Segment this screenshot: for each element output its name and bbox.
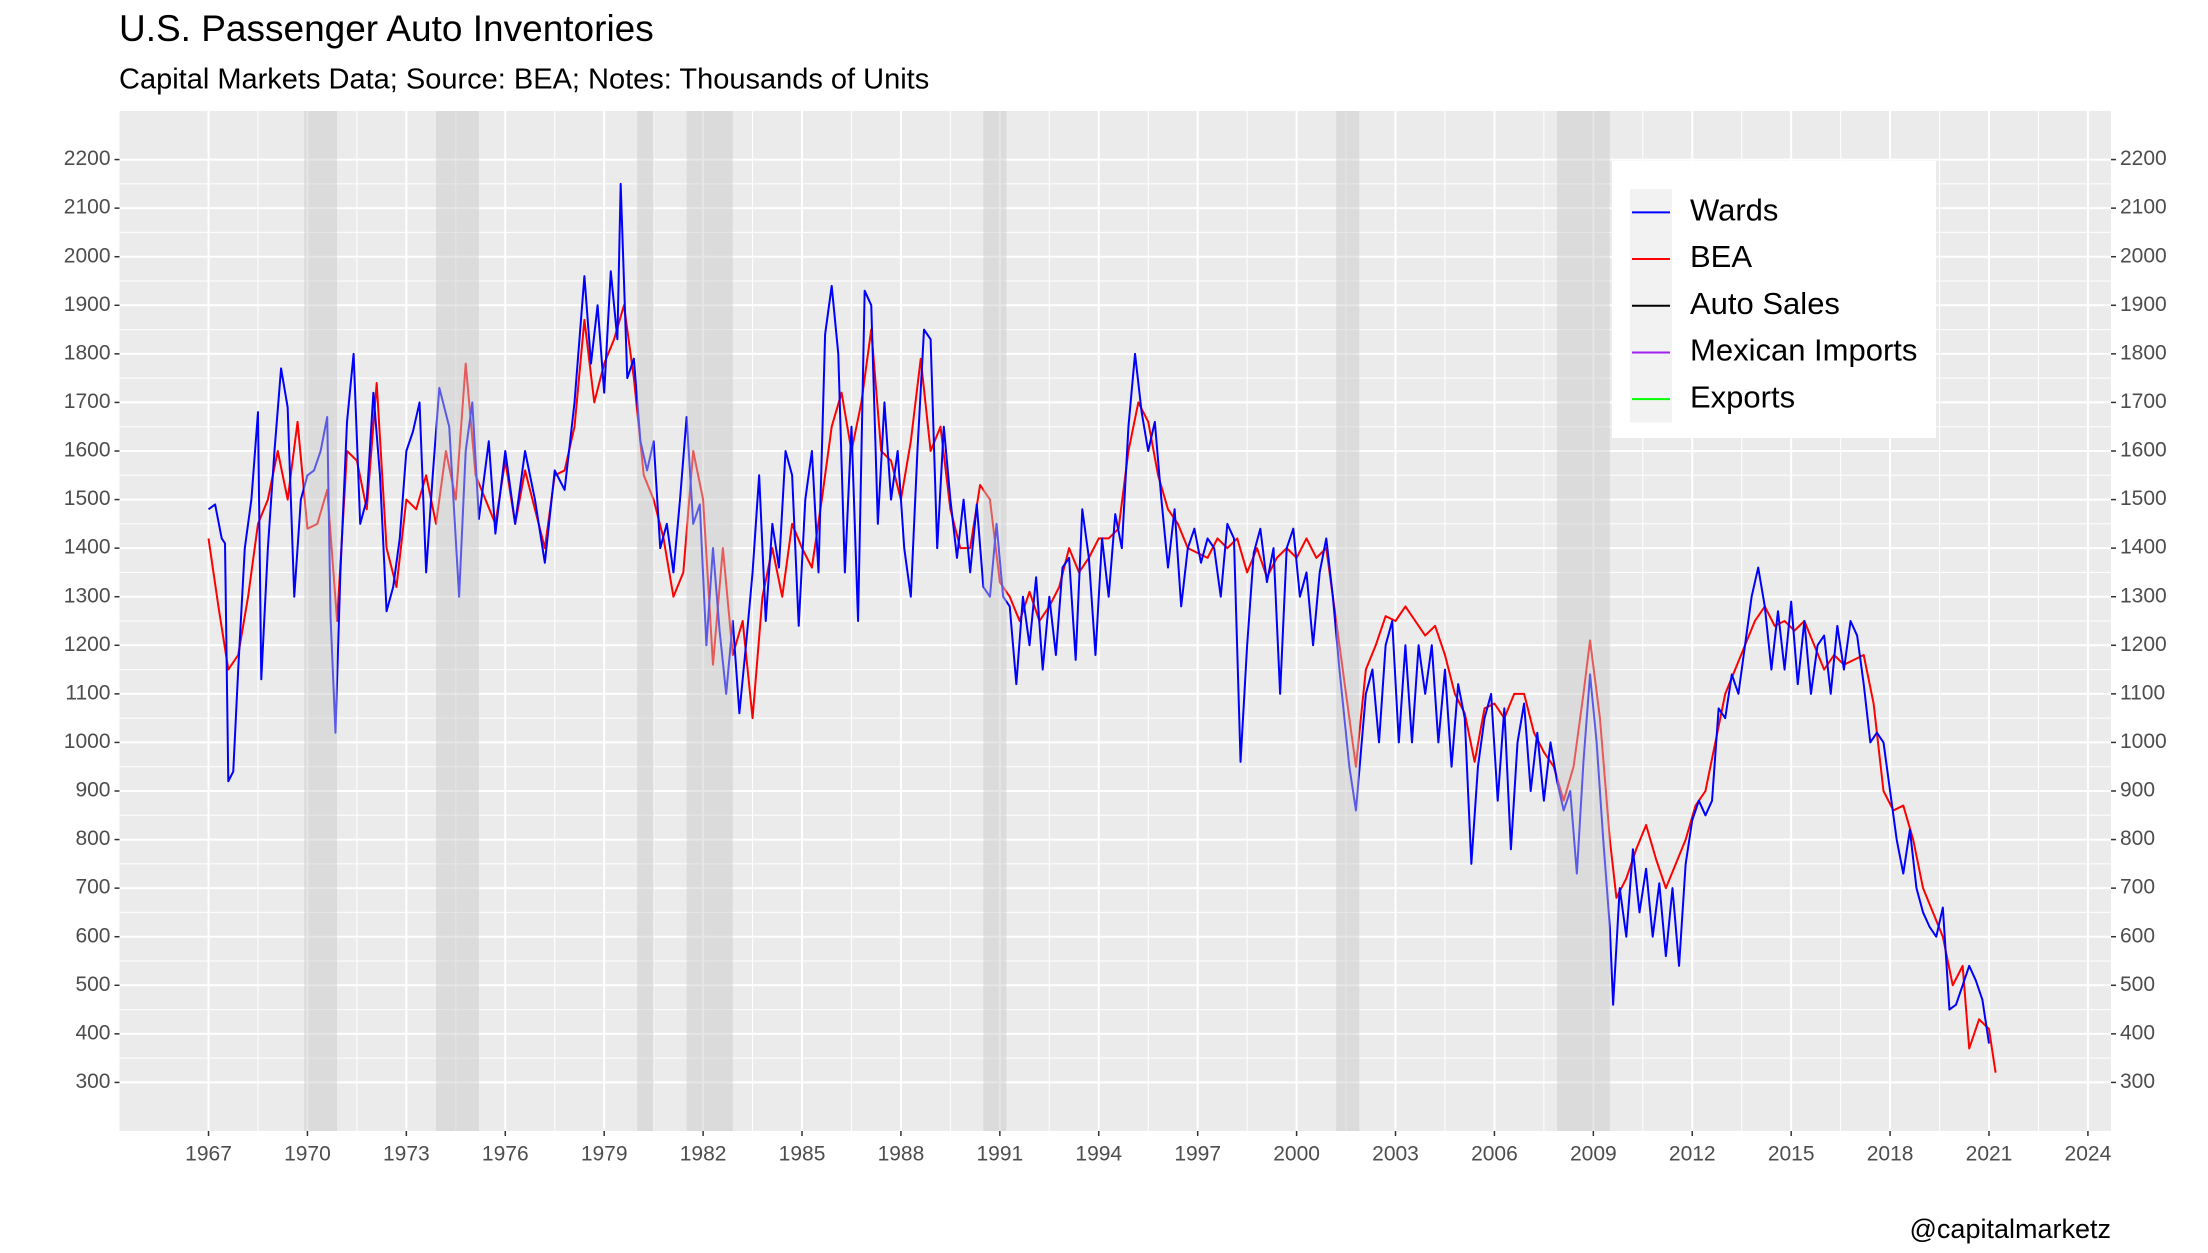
legend-label: BEA: [1690, 239, 1752, 274]
y-tick-label: 400: [75, 1021, 110, 1044]
legend-label: Auto Sales: [1690, 286, 1840, 321]
x-tick-label: 2000: [1273, 1143, 1320, 1166]
x-tick-label: 2003: [1372, 1143, 1419, 1166]
recession-band: [1557, 111, 1610, 1131]
recession-band: [1336, 111, 1360, 1131]
y-tick-label: 500: [75, 973, 110, 996]
y-tick-label: 1600: [64, 439, 111, 462]
y2-tick-label: 1600: [2120, 439, 2167, 462]
y-tick-label: 2100: [64, 196, 111, 219]
y2-tick-label: 1900: [2120, 293, 2167, 316]
y-tick-label: 2200: [64, 147, 111, 170]
legend-label: Mexican Imports: [1690, 333, 1917, 368]
x-tick-label: 1979: [581, 1143, 628, 1166]
legend-label: Exports: [1690, 379, 1795, 414]
x-tick-label: 2021: [1966, 1143, 2013, 1166]
y-tick-label: 2000: [64, 244, 111, 267]
y-tick-label: 1900: [64, 293, 111, 316]
recession-band: [436, 111, 479, 1131]
y2-tick-label: 900: [2120, 779, 2155, 802]
x-tick-label: 1973: [383, 1143, 430, 1166]
y2-tick-label: 400: [2120, 1021, 2155, 1044]
y2-tick-label: 500: [2120, 973, 2155, 996]
x-tick-label: 1976: [482, 1143, 529, 1166]
x-tick-label: 1994: [1075, 1143, 1122, 1166]
caption: @capitalmarketz: [1910, 1214, 2111, 1244]
y2-tick-label: 1200: [2120, 633, 2167, 656]
y2-tick-label: 2000: [2120, 244, 2167, 267]
y2-tick-label: 600: [2120, 924, 2155, 947]
x-tick-label: 1997: [1174, 1143, 1221, 1166]
y2-tick-label: 1700: [2120, 390, 2167, 413]
recession-band: [686, 111, 733, 1131]
chart-subtitle: Capital Markets Data; Source: BEA; Notes…: [119, 64, 929, 96]
y-tick-label: 1700: [64, 390, 111, 413]
y-tick-label: 1500: [64, 487, 111, 510]
y2-tick-label: 1800: [2120, 341, 2167, 364]
y-tick-label: 1000: [64, 730, 111, 753]
x-tick-label: 1988: [878, 1143, 925, 1166]
y2-tick-label: 1300: [2120, 584, 2167, 607]
recession-band: [637, 111, 654, 1131]
y2-tick-label: 1100: [2120, 681, 2165, 704]
y2-tick-label: 2100: [2120, 196, 2167, 219]
y-tick-label: 1300: [64, 584, 111, 607]
x-tick-label: 1991: [976, 1143, 1023, 1166]
y-tick-label: 300: [75, 1070, 110, 1093]
x-tick-label: 2018: [1867, 1143, 1914, 1166]
y-tick-label: 1800: [64, 341, 111, 364]
x-tick-label: 2006: [1471, 1143, 1518, 1166]
y-tick-label: 800: [75, 827, 110, 850]
x-tick-label: 2012: [1669, 1143, 1716, 1166]
y-tick-label: 1100: [65, 681, 110, 704]
x-tick-label: 2024: [2065, 1143, 2112, 1166]
recession-band: [304, 111, 338, 1131]
x-tick-label: 1970: [284, 1143, 331, 1166]
y-tick-label: 700: [75, 876, 110, 899]
x-tick-label: 2015: [1768, 1143, 1815, 1166]
x-tick-label: 2009: [1570, 1143, 1617, 1166]
chart-title: U.S. Passenger Auto Inventories: [119, 8, 654, 49]
y-tick-label: 1200: [64, 633, 111, 656]
y2-tick-label: 1000: [2120, 730, 2167, 753]
recession-band: [983, 111, 1007, 1131]
series-line: [207, 182, 1990, 1044]
y2-tick-label: 1400: [2120, 536, 2167, 559]
x-tick-label: 1985: [779, 1143, 826, 1166]
y2-tick-label: 700: [2120, 876, 2155, 899]
y-tick-label: 600: [75, 924, 110, 947]
y2-tick-label: 800: [2120, 827, 2155, 850]
y2-tick-label: 2200: [2120, 147, 2167, 170]
x-tick-label: 1982: [680, 1143, 727, 1166]
y2-tick-label: 1500: [2120, 487, 2167, 510]
y-tick-label: 1400: [64, 536, 111, 559]
y-tick-label: 900: [75, 779, 110, 802]
legend-label: Wards: [1690, 193, 1778, 228]
x-tick-label: 1967: [185, 1143, 232, 1166]
y2-tick-label: 300: [2120, 1070, 2155, 1093]
